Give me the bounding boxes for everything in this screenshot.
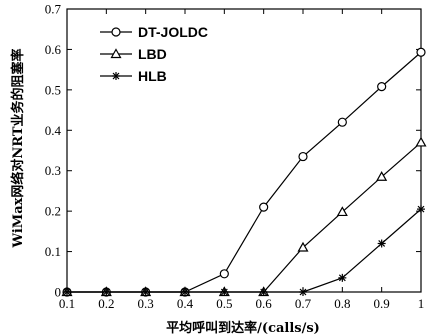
legend-entry-lbd: LBD [100,46,167,62]
data-point-hlb [299,288,307,296]
data-point-dt-joldc [337,117,347,127]
series-lbd [61,136,427,297]
x-tick-label: 0.3 [138,296,154,311]
y-tick-label: 0.4 [45,123,62,138]
data-point-dt-joldc [298,151,308,162]
x-tick-label: 1 [418,296,425,311]
y-tick-label: 0.5 [45,82,61,97]
series-line-hlb [67,208,422,293]
x-tick-label: 0.8 [334,296,350,311]
data-point-hlb [259,288,268,296]
legend-entry-dt-joldc: DT-JOLDC [100,24,208,40]
data-point-hlb [377,239,386,248]
data-point-dt-joldc [219,269,229,279]
x-tick-label: 0.9 [374,296,390,311]
data-point-hlb [141,288,150,296]
x-tick-label: 0.7 [295,296,312,311]
y-tick-label: 0.6 [45,42,62,57]
data-point-hlb [417,205,425,214]
data-point-hlb [63,288,71,296]
legend-label: LBD [138,46,167,62]
series-hlb [63,205,425,296]
plot-frame [66,8,422,293]
legend-star-marker [112,72,120,80]
data-point-dt-joldc [377,82,387,92]
data-point-lbd [336,206,348,217]
series-dt-joldc [62,47,426,297]
x-tick-label: 0.2 [98,296,114,311]
plot-area-border [66,8,422,293]
y-tick-label: 0.2 [45,204,61,219]
legend-triangle-marker [110,48,122,59]
data-point-hlb [220,288,229,296]
series-line-lbd [67,141,422,293]
y-tick-label: 0 [55,285,62,300]
x-tick-label: 0.1 [59,296,75,311]
legend-entry-hlb: HLB [100,68,167,84]
data-point-lbd [376,171,388,181]
y-axis-title: WiMax网络对NRT业务的阻塞率 [10,48,26,248]
legend: DT-JOLDC LBD HLB [100,24,208,84]
series-layer [61,47,427,297]
y-tick-label: 0.3 [45,163,61,178]
y-tick-label: 0.7 [45,2,62,17]
x-tick-label: 0.5 [216,296,232,311]
data-point-lbd [415,136,427,147]
x-axis-title: 平均呼叫到达率/(calls/s) [166,320,320,336]
data-point-hlb [181,288,189,296]
data-point-dt-joldc [259,202,269,212]
axis-ticks: 0.1 0.2 0.3 0.4 0.5 0.6 0.7 0.8 0.9 100.10.20.30.… [45,2,425,312]
y-tick-label: 0.1 [45,244,61,259]
x-tick-label: 0.6 [256,296,273,311]
data-point-hlb [338,273,347,282]
legend-label: HLB [138,68,167,84]
data-point-hlb [102,288,111,296]
data-point-dt-joldc [416,47,426,57]
legend-circle-marker [111,27,121,37]
data-point-lbd [297,241,309,252]
legend-label: DT-JOLDC [138,24,208,40]
x-tick-label: 0.4 [177,296,194,311]
